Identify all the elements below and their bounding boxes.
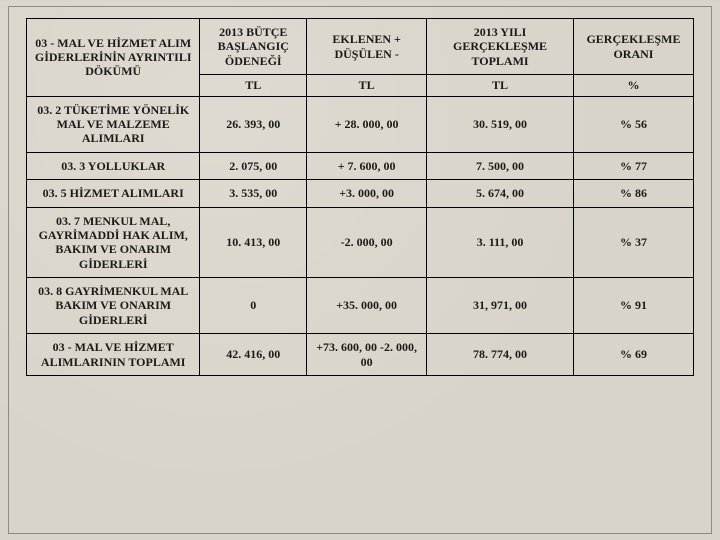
col-actual: 2013 YILI GERÇEKLEŞME TOPLAMI (427, 19, 574, 75)
row-label: 03. 2 TÜKETİME YÖNELİK MAL VE MALZEME AL… (27, 96, 200, 152)
row-label: 03 - MAL VE HİZMET ALIMLARININ TOPLAMI (27, 334, 200, 376)
unit-actual: TL (427, 75, 574, 96)
cell-v5: % 91 (573, 278, 693, 334)
cell-v3: +73. 600, 00 -2. 000, 00 (307, 334, 427, 376)
cell-v5: % 56 (573, 96, 693, 152)
cell-v2: 3. 535, 00 (200, 180, 307, 207)
cell-v4: 78. 774, 00 (427, 334, 574, 376)
unit-added: TL (307, 75, 427, 96)
col-added: EKLENEN + DÜŞÜLEN - (307, 19, 427, 75)
header-row: 03 - MAL VE HİZMET ALIM GİDERLERİNİN AYR… (27, 19, 694, 75)
cell-v3: -2. 000, 00 (307, 207, 427, 278)
cell-v2: 2. 075, 00 (200, 152, 307, 179)
row-label: 03. 7 MENKUL MAL, GAYRİMADDİ HAK ALIM, B… (27, 207, 200, 278)
budget-table: 03 - MAL VE HİZMET ALIM GİDERLERİNİN AYR… (26, 18, 694, 376)
table-row: 03. 7 MENKUL MAL, GAYRİMADDİ HAK ALIM, B… (27, 207, 694, 278)
table-row-total: 03 - MAL VE HİZMET ALIMLARININ TOPLAMI 4… (27, 334, 694, 376)
cell-v5: % 69 (573, 334, 693, 376)
row-label: 03. 5 HİZMET ALIMLARI (27, 180, 200, 207)
cell-v2: 0 (200, 278, 307, 334)
title-cell: 03 - MAL VE HİZMET ALIM GİDERLERİNİN AYR… (27, 19, 200, 97)
cell-v3: +3. 000, 00 (307, 180, 427, 207)
unit-rate: % (573, 75, 693, 96)
cell-v4: 3. 111, 00 (427, 207, 574, 278)
cell-v3: + 7. 600, 00 (307, 152, 427, 179)
cell-v4: 7. 500, 00 (427, 152, 574, 179)
col-budget: 2013 BÜTÇE BAŞLANGIÇ ÖDENEĞİ (200, 19, 307, 75)
cell-v2: 42. 416, 00 (200, 334, 307, 376)
table-row: 03. 2 TÜKETİME YÖNELİK MAL VE MALZEME AL… (27, 96, 694, 152)
cell-v2: 10. 413, 00 (200, 207, 307, 278)
row-label: 03. 8 GAYRİMENKUL MAL BAKIM VE ONARIM Gİ… (27, 278, 200, 334)
cell-v4: 30. 519, 00 (427, 96, 574, 152)
cell-v4: 5. 674, 00 (427, 180, 574, 207)
cell-v5: % 77 (573, 152, 693, 179)
cell-v5: % 37 (573, 207, 693, 278)
table-row: 03. 8 GAYRİMENKUL MAL BAKIM VE ONARIM Gİ… (27, 278, 694, 334)
cell-v5: % 86 (573, 180, 693, 207)
cell-v3: +35. 000, 00 (307, 278, 427, 334)
unit-budget: TL (200, 75, 307, 96)
table-row: 03. 3 YOLLUKLAR 2. 075, 00 + 7. 600, 00 … (27, 152, 694, 179)
cell-v3: + 28. 000, 00 (307, 96, 427, 152)
col-rate: GERÇEKLEŞME ORANI (573, 19, 693, 75)
cell-v4: 31, 971, 00 (427, 278, 574, 334)
cell-v2: 26. 393, 00 (200, 96, 307, 152)
table-row: 03. 5 HİZMET ALIMLARI 3. 535, 00 +3. 000… (27, 180, 694, 207)
table-body: 03. 2 TÜKETİME YÖNELİK MAL VE MALZEME AL… (27, 96, 694, 375)
row-label: 03. 3 YOLLUKLAR (27, 152, 200, 179)
